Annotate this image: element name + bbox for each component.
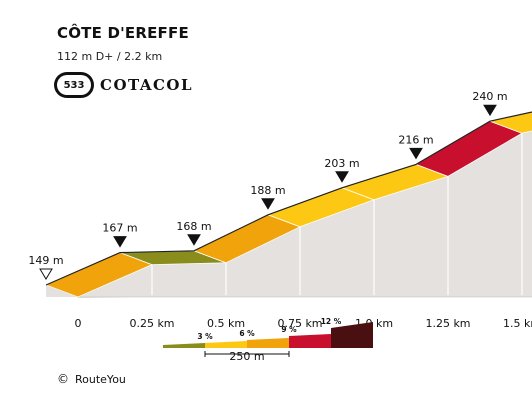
x-tick-label: 1.5 km	[503, 317, 532, 330]
elevation-marker-icon	[113, 236, 127, 248]
legend-tick-label: 6 %	[239, 329, 255, 338]
legend-tick-label: 3 %	[197, 332, 213, 341]
legend-swatch	[331, 322, 373, 348]
climb-title: CÔTE D'EREFFE	[57, 24, 189, 42]
legend-swatch	[163, 343, 205, 348]
x-tick-label: 1.25 km	[425, 317, 470, 330]
profile-segment	[488, 111, 532, 134]
endpoint-marker-icon	[39, 268, 53, 280]
x-tick-label: 0.75 km	[277, 317, 322, 330]
legend-swatch	[289, 334, 331, 348]
legend-swatch	[205, 341, 247, 348]
cotacol-logo: 533 COTACOL	[54, 72, 193, 98]
elevation-label: 240 m	[472, 90, 507, 103]
elevation-marker-icon	[483, 104, 497, 117]
credit-text: RouteYou	[75, 372, 126, 386]
elevation-label: 167 m	[102, 222, 137, 235]
legend-swatch	[247, 338, 289, 348]
cotacol-number: 533	[57, 75, 91, 95]
legend-tick-label: 12 %	[321, 317, 342, 326]
profile-ridge	[45, 111, 532, 286]
x-tick-label: 0.5 km	[207, 317, 245, 330]
x-tick-label: 0.25 km	[129, 317, 174, 330]
cotacol-badge-icon: 533	[54, 72, 94, 98]
elevation-label: 203 m	[324, 157, 359, 170]
copyright-icon: ©	[57, 372, 69, 386]
elevation-marker-icon	[335, 171, 349, 183]
elevation-label: 149 m	[28, 254, 63, 267]
climb-stats: 112 m D+ / 2.2 km	[57, 50, 163, 63]
elevation-label: 216 m	[398, 133, 433, 146]
elevation-marker-icon	[409, 147, 423, 160]
credit: © RouteYou	[57, 372, 126, 386]
elevation-label: 188 m	[250, 184, 285, 197]
elevation-label: 168 m	[176, 220, 211, 233]
elevation-marker-icon	[187, 234, 201, 246]
x-tick-label: 0	[75, 317, 82, 330]
cotacol-brand: COTACOL	[100, 76, 194, 94]
legend-scale-label: 250 m	[229, 350, 264, 363]
legend-tick-label: 9 %	[281, 325, 297, 334]
elevation-marker-icon	[261, 198, 275, 210]
